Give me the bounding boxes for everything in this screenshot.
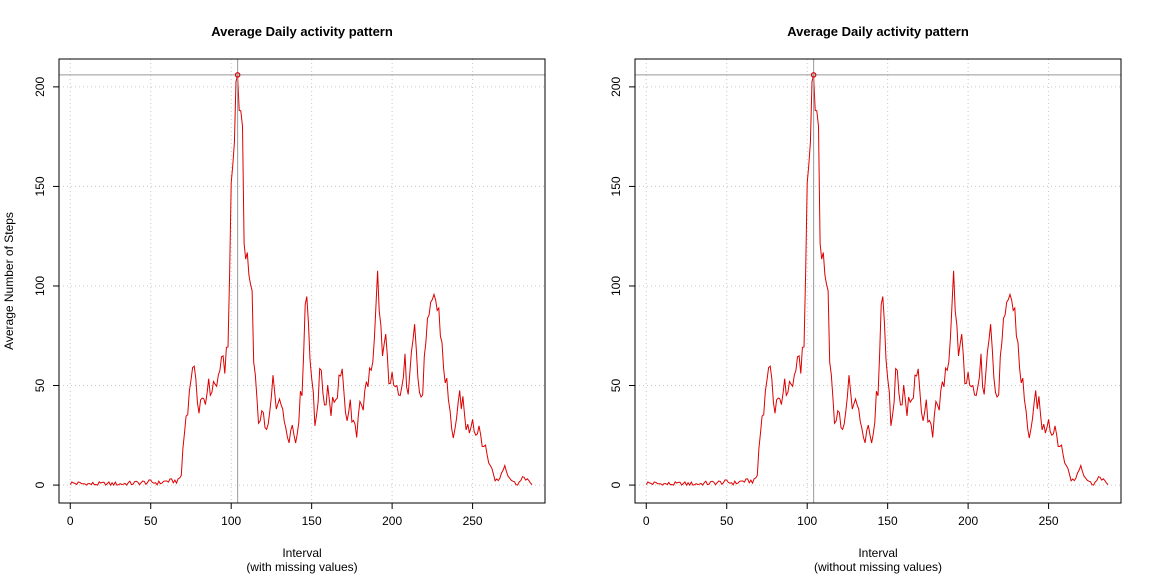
x-tick-label: 200 bbox=[958, 514, 978, 528]
y-tick-label: 100 bbox=[609, 276, 623, 296]
x-tick-label: 0 bbox=[643, 514, 650, 528]
y-tick-label: 50 bbox=[609, 379, 623, 393]
x-tick-label: 100 bbox=[221, 514, 241, 528]
peak-point bbox=[234, 72, 241, 78]
y-tick-label: 100 bbox=[33, 276, 47, 296]
x-axis-label: Interval bbox=[858, 546, 897, 560]
y-tick-label: 0 bbox=[33, 481, 47, 488]
x-tick-label: 100 bbox=[797, 514, 817, 528]
chart-title: Average Daily activity pattern bbox=[787, 24, 969, 39]
x-tick-label: 150 bbox=[878, 514, 898, 528]
x-axis-sublabel: (with missing values) bbox=[246, 560, 357, 574]
y-tick-label: 200 bbox=[33, 77, 47, 97]
chart-panel-without-missing: Average Daily activity pattern Interval … bbox=[609, 24, 1122, 574]
plot-frame bbox=[634, 58, 1122, 504]
x-tick-label: 0 bbox=[67, 514, 74, 528]
y-tick-label: 200 bbox=[609, 77, 623, 97]
x-tick-label: 50 bbox=[720, 514, 734, 528]
peak-point bbox=[810, 72, 817, 78]
x-axis-sublabel: (without missing values) bbox=[814, 560, 942, 574]
series-line bbox=[69, 74, 533, 487]
x-tick-label: 50 bbox=[144, 514, 158, 528]
x-axis-label: Interval bbox=[282, 546, 321, 560]
x-tick-label: 250 bbox=[463, 514, 483, 528]
y-tick-label: 150 bbox=[33, 176, 47, 196]
y-axis-label: Average Number of Steps bbox=[2, 212, 16, 350]
x-tick-label: 200 bbox=[382, 514, 402, 528]
chart-title: Average Daily activity pattern bbox=[211, 24, 393, 39]
x-tick-label: 150 bbox=[302, 514, 322, 528]
x-tick-label: 250 bbox=[1039, 514, 1059, 528]
y-tick-label: 50 bbox=[33, 379, 47, 393]
y-tick-label: 150 bbox=[609, 176, 623, 196]
y-tick-label: 0 bbox=[609, 481, 623, 488]
series-line bbox=[645, 74, 1109, 487]
plot-frame bbox=[58, 58, 546, 504]
chart-panel-with-missing: Average Daily activity pattern Interval … bbox=[2, 24, 546, 574]
